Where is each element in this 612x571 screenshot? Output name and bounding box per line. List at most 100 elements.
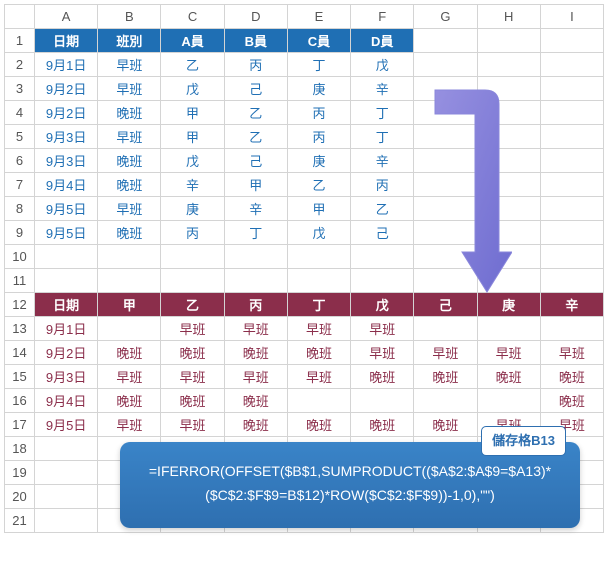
row-header-3[interactable]: 3 — [5, 77, 35, 101]
cell-H11[interactable] — [477, 269, 540, 293]
cell-A15[interactable]: 9月3日 — [35, 365, 98, 389]
cell-F6[interactable]: 辛 — [351, 149, 414, 173]
cell-C17[interactable]: 早班 — [161, 413, 224, 437]
cell-C15[interactable]: 早班 — [161, 365, 224, 389]
cell-H8[interactable] — [477, 197, 540, 221]
cell-I4[interactable] — [540, 101, 603, 125]
cell-B12[interactable]: 甲 — [98, 293, 161, 317]
cell-I14[interactable]: 早班 — [540, 341, 603, 365]
cell-A21[interactable] — [35, 509, 98, 533]
cell-B15[interactable]: 早班 — [98, 365, 161, 389]
cell-D13[interactable]: 早班 — [224, 317, 287, 341]
cell-C4[interactable]: 甲 — [161, 101, 224, 125]
cell-H2[interactable] — [477, 53, 540, 77]
cell-I7[interactable] — [540, 173, 603, 197]
col-A[interactable]: A — [35, 5, 98, 29]
cell-A4[interactable]: 9月2日 — [35, 101, 98, 125]
cell-G13[interactable] — [414, 317, 477, 341]
cell-C7[interactable]: 辛 — [161, 173, 224, 197]
cell-I10[interactable] — [540, 245, 603, 269]
cell-A11[interactable] — [35, 269, 98, 293]
cell-I13[interactable] — [540, 317, 603, 341]
row-header-12[interactable]: 12 — [5, 293, 35, 317]
cell-B10[interactable] — [98, 245, 161, 269]
cell-B9[interactable]: 晚班 — [98, 221, 161, 245]
cell-D5[interactable]: 乙 — [224, 125, 287, 149]
cell-F9[interactable]: 己 — [351, 221, 414, 245]
cell-E6[interactable]: 庚 — [287, 149, 350, 173]
cell-G2[interactable] — [414, 53, 477, 77]
cell-A9[interactable]: 9月5日 — [35, 221, 98, 245]
cell-C2[interactable]: 乙 — [161, 53, 224, 77]
cell-H14[interactable]: 早班 — [477, 341, 540, 365]
cell-G3[interactable] — [414, 77, 477, 101]
cell-F13[interactable]: 早班 — [351, 317, 414, 341]
cell-I5[interactable] — [540, 125, 603, 149]
cell-A14[interactable]: 9月2日 — [35, 341, 98, 365]
cell-G6[interactable] — [414, 149, 477, 173]
cell-H4[interactable] — [477, 101, 540, 125]
row-header-8[interactable]: 8 — [5, 197, 35, 221]
cell-B3[interactable]: 早班 — [98, 77, 161, 101]
row-header-7[interactable]: 7 — [5, 173, 35, 197]
cell-C8[interactable]: 庚 — [161, 197, 224, 221]
cell-A6[interactable]: 9月3日 — [35, 149, 98, 173]
cell-F2[interactable]: 戊 — [351, 53, 414, 77]
row-header-21[interactable]: 21 — [5, 509, 35, 533]
cell-E12[interactable]: 丁 — [287, 293, 350, 317]
cell-G17[interactable]: 晚班 — [414, 413, 477, 437]
cell-D15[interactable]: 早班 — [224, 365, 287, 389]
cell-D12[interactable]: 丙 — [224, 293, 287, 317]
cell-E17[interactable]: 晚班 — [287, 413, 350, 437]
cell-D4[interactable]: 乙 — [224, 101, 287, 125]
cell-E14[interactable]: 晚班 — [287, 341, 350, 365]
row-header-5[interactable]: 5 — [5, 125, 35, 149]
cell-D11[interactable] — [224, 269, 287, 293]
cell-F10[interactable] — [351, 245, 414, 269]
cell-H13[interactable] — [477, 317, 540, 341]
cell-E5[interactable]: 丙 — [287, 125, 350, 149]
cell-I12[interactable]: 辛 — [540, 293, 603, 317]
cell-F7[interactable]: 丙 — [351, 173, 414, 197]
cell-F16[interactable] — [351, 389, 414, 413]
cell-A2[interactable]: 9月1日 — [35, 53, 98, 77]
cell-B5[interactable]: 早班 — [98, 125, 161, 149]
cell-D8[interactable]: 辛 — [224, 197, 287, 221]
cell-G16[interactable] — [414, 389, 477, 413]
cell-G4[interactable] — [414, 101, 477, 125]
cell-C3[interactable]: 戊 — [161, 77, 224, 101]
col-G[interactable]: G — [414, 5, 477, 29]
cell-A8[interactable]: 9月5日 — [35, 197, 98, 221]
cell-C12[interactable]: 乙 — [161, 293, 224, 317]
cell-A18[interactable] — [35, 437, 98, 461]
cell-H5[interactable] — [477, 125, 540, 149]
col-D[interactable]: D — [224, 5, 287, 29]
row-header-2[interactable]: 2 — [5, 53, 35, 77]
cell-I2[interactable] — [540, 53, 603, 77]
row-header-17[interactable]: 17 — [5, 413, 35, 437]
cell-E2[interactable]: 丁 — [287, 53, 350, 77]
row-header-19[interactable]: 19 — [5, 461, 35, 485]
cell-G15[interactable]: 晚班 — [414, 365, 477, 389]
cell-F3[interactable]: 辛 — [351, 77, 414, 101]
cell-A20[interactable] — [35, 485, 98, 509]
cell-G7[interactable] — [414, 173, 477, 197]
cell-C9[interactable]: 丙 — [161, 221, 224, 245]
cell-C5[interactable]: 甲 — [161, 125, 224, 149]
row-header-9[interactable]: 9 — [5, 221, 35, 245]
cell-I8[interactable] — [540, 197, 603, 221]
cell-A7[interactable]: 9月4日 — [35, 173, 98, 197]
cell-G9[interactable] — [414, 221, 477, 245]
cell-F4[interactable]: 丁 — [351, 101, 414, 125]
cell-F11[interactable] — [351, 269, 414, 293]
select-all-corner[interactable] — [5, 5, 35, 29]
cell-H10[interactable] — [477, 245, 540, 269]
cell-C16[interactable]: 晚班 — [161, 389, 224, 413]
cell-E8[interactable]: 甲 — [287, 197, 350, 221]
col-B[interactable]: B — [98, 5, 161, 29]
cell-F12[interactable]: 戊 — [351, 293, 414, 317]
cell-B7[interactable]: 晚班 — [98, 173, 161, 197]
cell-D6[interactable]: 己 — [224, 149, 287, 173]
cell-F8[interactable]: 乙 — [351, 197, 414, 221]
cell-H7[interactable] — [477, 173, 540, 197]
